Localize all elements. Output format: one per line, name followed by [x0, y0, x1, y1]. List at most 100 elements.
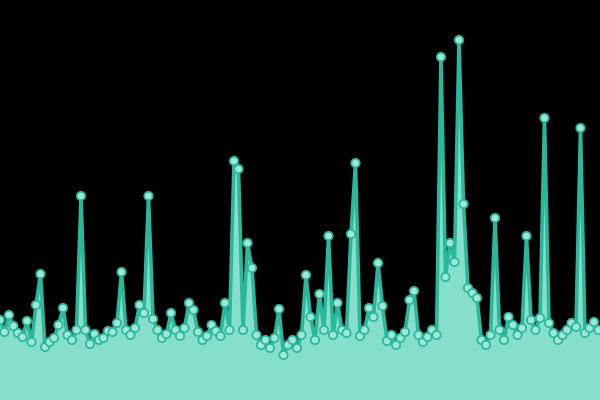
data-point-marker — [431, 329, 442, 341]
data-point-marker — [30, 299, 42, 311]
data-point-marker — [390, 339, 402, 351]
data-point-marker — [593, 324, 600, 336]
data-point-marker — [494, 324, 505, 336]
data-point-marker — [296, 329, 307, 341]
data-point-marker — [314, 288, 325, 300]
data-point-marker — [305, 311, 316, 323]
data-point-marker — [53, 319, 64, 331]
data-point-marker — [543, 317, 555, 329]
data-point-marker — [503, 311, 514, 323]
data-point-marker — [269, 332, 280, 344]
data-point-marker — [368, 311, 379, 323]
data-point-marker — [71, 324, 82, 336]
data-point-marker — [404, 294, 415, 306]
data-point-marker — [228, 155, 240, 167]
data-point-marker — [440, 271, 451, 283]
data-point-marker — [372, 257, 384, 269]
data-point-marker — [539, 112, 550, 124]
data-point-marker — [507, 319, 519, 331]
data-point-marker — [516, 322, 528, 334]
data-point-marker — [215, 330, 226, 342]
data-point-marker — [489, 212, 501, 224]
data-point-marker — [548, 327, 559, 339]
data-point-marker — [386, 329, 397, 341]
data-point-marker — [75, 190, 87, 202]
data-point-marker — [264, 342, 276, 354]
data-point-marker — [534, 312, 546, 324]
data-point-marker — [201, 330, 213, 342]
data-point-marker — [84, 338, 96, 350]
data-point-marker — [399, 326, 411, 338]
data-point-marker — [512, 329, 523, 341]
data-point-marker — [458, 198, 469, 210]
data-point-marker — [318, 324, 330, 336]
data-point-marker — [165, 307, 177, 319]
data-point-marker — [161, 328, 172, 340]
data-point-marker — [17, 331, 28, 343]
area-fill — [0, 40, 600, 400]
data-point-marker — [152, 324, 163, 336]
data-point-marker — [107, 326, 118, 338]
data-point-marker — [453, 34, 465, 46]
data-point-marker — [174, 330, 186, 342]
data-point-marker — [242, 237, 253, 249]
data-point-marker — [233, 163, 244, 175]
data-point-marker — [291, 342, 303, 354]
data-point-marker — [3, 309, 15, 321]
data-point-marker — [80, 324, 91, 336]
data-point-marker — [246, 262, 258, 274]
data-point-marker — [435, 51, 447, 63]
data-point-marker — [287, 334, 298, 346]
data-point-marker — [125, 329, 136, 341]
data-point-marker — [278, 349, 289, 361]
data-point-marker — [323, 230, 334, 242]
data-point-marker — [332, 297, 343, 309]
data-point-marker — [570, 321, 582, 333]
data-point-marker — [480, 339, 492, 351]
data-point-marker — [444, 237, 456, 249]
data-point-marker — [224, 324, 235, 336]
data-point-marker — [57, 302, 69, 314]
data-point-marker — [273, 303, 285, 315]
data-point-marker — [66, 334, 78, 346]
data-point-marker — [0, 314, 6, 326]
data-point-marker — [327, 329, 339, 341]
data-point-marker — [143, 190, 154, 202]
data-point-marker — [345, 228, 357, 240]
data-point-marker — [561, 324, 573, 336]
data-point-marker — [0, 326, 10, 338]
data-point-marker — [192, 326, 204, 338]
data-point-marker — [26, 336, 37, 348]
data-point-markers — [0, 34, 600, 361]
data-point-marker — [575, 122, 586, 134]
data-point-marker — [8, 320, 19, 332]
data-point-marker — [449, 256, 460, 268]
data-point-marker — [485, 329, 496, 341]
data-point-marker — [98, 332, 109, 344]
data-point-marker — [350, 157, 361, 169]
data-point-marker — [530, 324, 541, 336]
data-point-marker — [48, 332, 60, 344]
data-point-marker — [363, 302, 375, 314]
data-point-marker — [588, 316, 600, 328]
data-point-marker — [183, 297, 195, 309]
data-point-marker — [471, 292, 483, 304]
data-point-marker — [21, 315, 33, 327]
data-point-marker — [138, 307, 150, 319]
data-point-marker — [147, 313, 159, 325]
data-point-marker — [260, 334, 271, 346]
data-point-marker — [341, 327, 352, 339]
data-point-marker — [300, 269, 312, 281]
data-point-marker — [413, 329, 424, 341]
data-point-marker — [251, 329, 262, 341]
data-point-marker — [377, 300, 388, 312]
data-point-marker — [422, 331, 433, 343]
data-point-marker — [188, 304, 199, 316]
data-point-marker — [525, 314, 537, 326]
data-point-marker — [219, 297, 231, 309]
data-point-marker — [35, 268, 46, 280]
data-point-marker — [237, 324, 249, 336]
data-point-marker — [408, 285, 420, 297]
